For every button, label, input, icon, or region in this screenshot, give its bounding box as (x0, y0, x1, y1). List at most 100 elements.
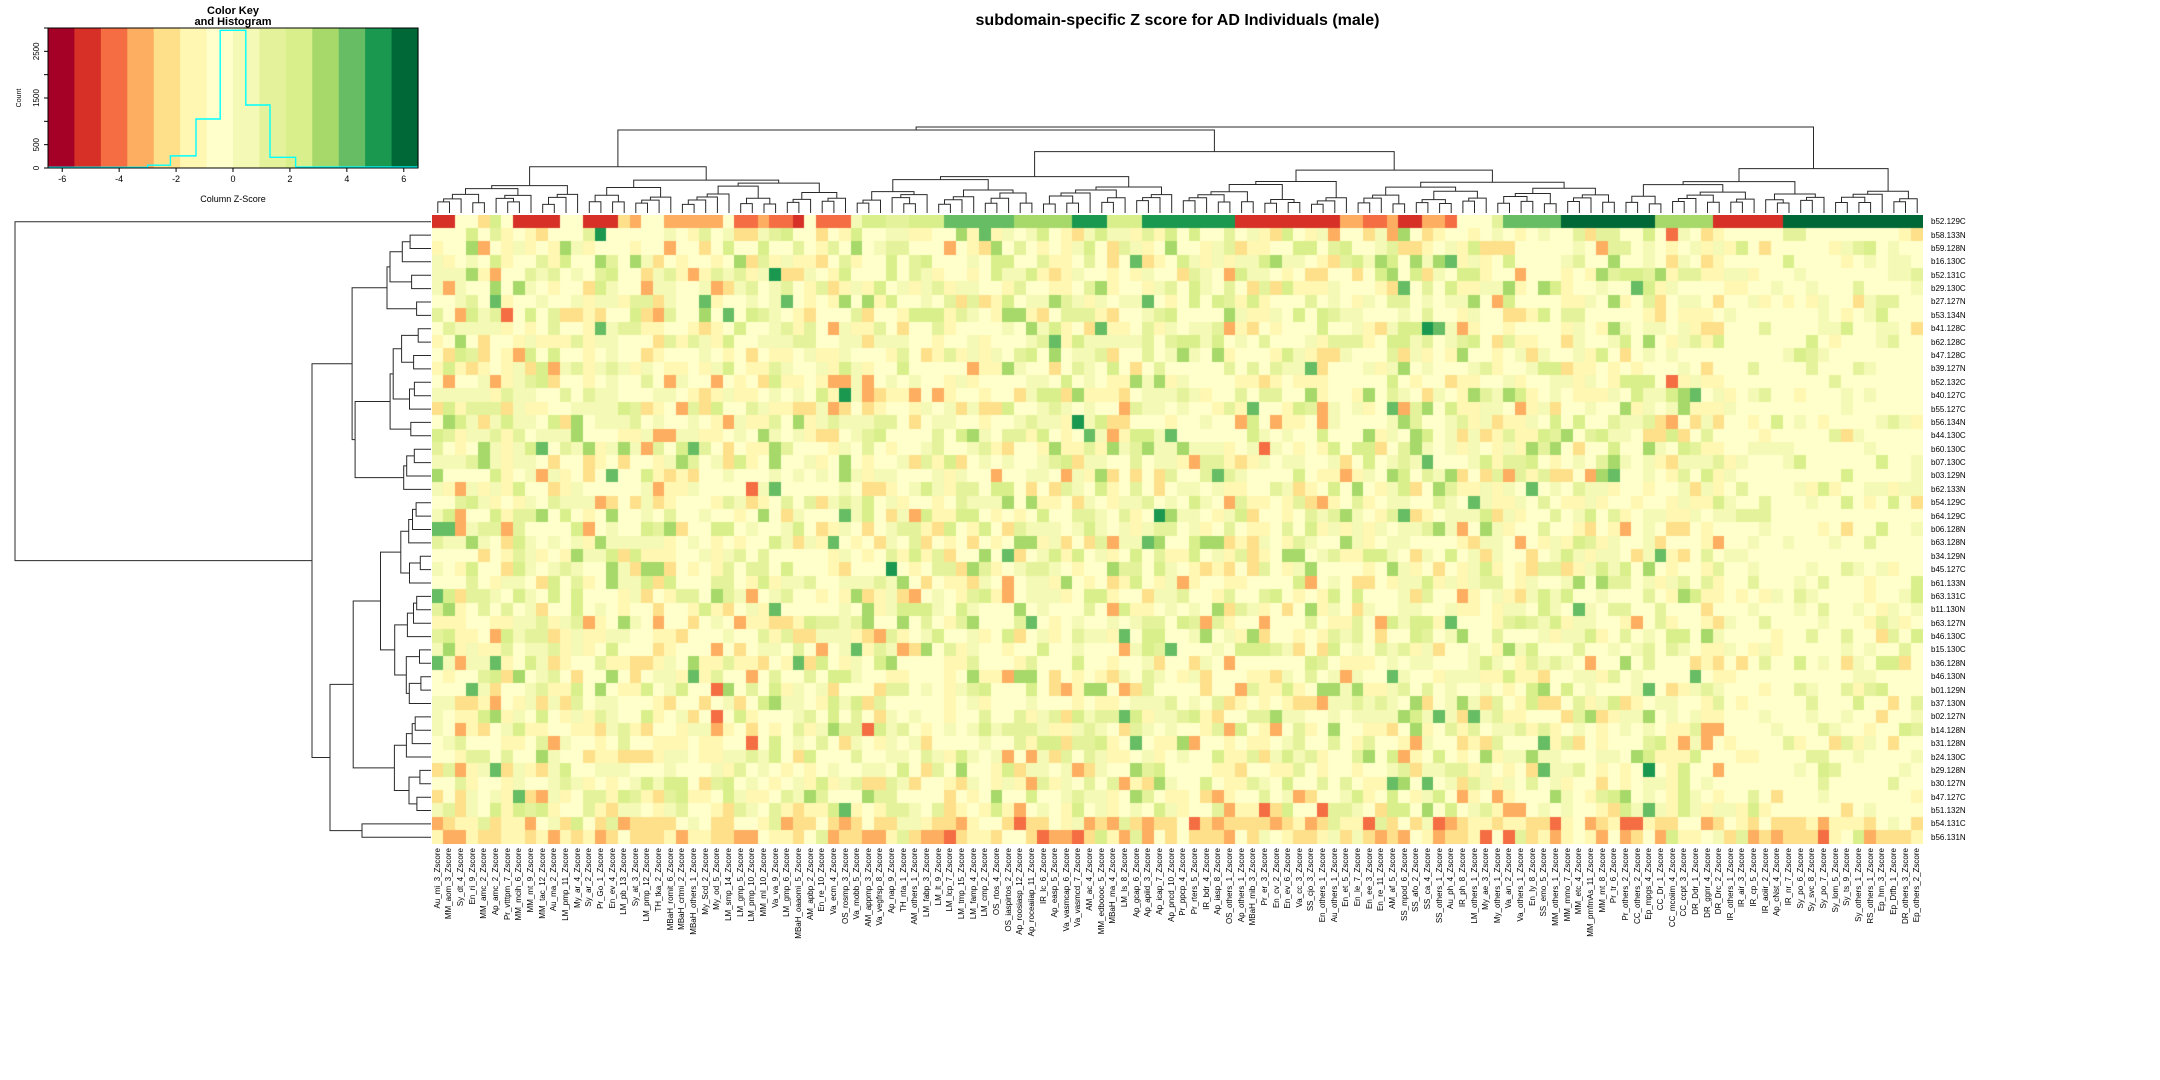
col-label: Sy_ar_2_Zscore (584, 848, 594, 952)
row-label: b54.129C (1931, 498, 1966, 507)
col-label: MM_aom_3_Zscore (444, 848, 454, 952)
row-label: b15.130C (1931, 645, 1966, 654)
row-label: b27.127N (1931, 297, 1966, 306)
col-label: Au_ph_4_Zscore (1446, 848, 1456, 952)
row-label: b52.132C (1931, 378, 1966, 387)
col-label: IR_nr_7_Zscore (1784, 848, 1794, 952)
row-label: b54.131C (1931, 819, 1966, 828)
col-label: En_re_10_Zscore (817, 848, 827, 952)
col-label: Va_mobb_5_Zscore (852, 848, 862, 952)
col-label: Va_vasmcd_7_Zscore (1073, 848, 1083, 952)
col-label: MM_edboooc_5_Zscore (1097, 848, 1107, 952)
col-label: En_ri_9_Zscore (468, 848, 478, 952)
col-label: IR_others_1_Zscore (1726, 848, 1736, 952)
row-label: b03.129N (1931, 471, 1966, 480)
col-label: En_others_1_Zscore (1318, 848, 1328, 952)
col-label: Ap_roceaiiap_11_Zscore (1027, 848, 1037, 952)
col-label: Ap_apiid_3_Zscore (1143, 848, 1153, 952)
row-label: b29.128N (1931, 766, 1966, 775)
col-label: TH_nta_1_Zscore (899, 848, 909, 952)
col-label: MBaH_romit_6_Zscore (666, 848, 676, 952)
col-label: Ap_iasp_8_Zscore (1213, 848, 1223, 952)
row-label: b30.127N (1931, 779, 1966, 788)
col-label: En_le_7_Zscore (1353, 848, 1363, 952)
col-label: CC_Dr_1_Zscore (1656, 848, 1666, 952)
col-label: Va_an_2_Zscore (1504, 848, 1514, 952)
col-label: SS_others_1_Zscore (1435, 848, 1445, 952)
col-label: Sy_others_1_Zscore (1854, 848, 1864, 952)
col-label: Ap_gcap_6_Zscore (1132, 848, 1142, 952)
col-label: My_ar_4_Zscore (573, 848, 583, 952)
col-label: Au_mi_3_Zscore (433, 848, 443, 952)
col-label: SS_emo_5_Zscore (1539, 848, 1549, 952)
row-label: b46.130N (1931, 672, 1966, 681)
col-label: MM_others_1_Zscore (1551, 848, 1561, 952)
heatmap-grid (432, 215, 1923, 844)
row-label: b56.131N (1931, 833, 1966, 842)
col-label: OS_others_1_Zscore (1225, 848, 1235, 952)
row-label: b63.127N (1931, 619, 1966, 628)
col-label: MM_mcih_6_Zscore (514, 848, 524, 952)
row-label: b53.134N (1931, 311, 1966, 320)
row-label: b61.133N (1931, 579, 1966, 588)
col-label: En_ev_4_Zscore (608, 848, 618, 952)
row-label: b37.130N (1931, 699, 1966, 708)
col-label: SS_ca_4_Zscore (1423, 848, 1433, 952)
col-label: DR_others_3_Zscore (1901, 848, 1911, 952)
col-label: Sy_at_3_Zscore (631, 848, 641, 952)
col-label: CC_ccpt_3_Zscore (1679, 848, 1689, 952)
col-label: LM_tmp_15_Zscore (957, 848, 967, 952)
col-label: LM_pmp_10_Zscore (747, 848, 757, 952)
col-label: Sy_ts_9_Zscore (1842, 848, 1852, 952)
col-label: Ap_pncd_10_Zscore (1167, 848, 1177, 952)
col-label: Pr_others_2_Zscore (1621, 848, 1631, 952)
col-label: OS_iaspirtos_2_Zscore (1004, 848, 1014, 952)
col-label: MM_mt_9_Zscore (526, 848, 536, 952)
col-label: En_et_5_Zscore (1341, 848, 1351, 952)
col-label: My_others_1_Zscore (1493, 848, 1503, 952)
col-label: RS_others_1_Zscore (1866, 848, 1876, 952)
col-label: LM_fabp_3_Zscore (922, 848, 932, 952)
row-label: b29.130C (1931, 284, 1966, 293)
row-label: b46.130C (1931, 632, 1966, 641)
col-label: Pr_Go_1_Zscore (596, 848, 606, 952)
row-label: b45.127C (1931, 565, 1966, 574)
col-label: MM_mmo_7_Zscore (1563, 848, 1573, 952)
col-label: My_od_5_Zscore (712, 848, 722, 952)
row-label: b16.130C (1931, 257, 1966, 266)
col-label: AM_apbp_2_Zscore (806, 848, 816, 952)
col-label: SS_cjo_3_Zscore (1306, 848, 1316, 952)
col-label: Sy_po_7_Zscore (1819, 848, 1829, 952)
col-label: TH_tka_2_Zscore (654, 848, 664, 952)
col-label: Pr_ppcp_4_Zscore (1178, 848, 1188, 952)
col-label: Sy_po_6_Zscore (1796, 848, 1806, 952)
col-label: LM_ls_8_Zscore (1120, 848, 1130, 952)
row-label: b11.130N (1931, 605, 1965, 614)
col-label: Ap_amc_2_Zscore (491, 848, 501, 952)
col-label: En_ev_6_Zscore (1283, 848, 1293, 952)
row-label: b39.127N (1931, 364, 1966, 373)
row-dendrogram-branches (15, 222, 431, 838)
col-label: Va_ecm_4_Zscore (829, 848, 839, 952)
row-label: b60.130C (1931, 445, 1966, 454)
col-label: Pr_rters_5_Zscore (1190, 848, 1200, 952)
col-label: DR_Ddr_1_Zscore (1691, 848, 1701, 952)
col-label: AM_ac_4_Zscore (1085, 848, 1095, 952)
col-label: Ap_icap_7_Zscore (1155, 848, 1165, 952)
row-label: b06.128N (1931, 525, 1966, 534)
col-label: OS_rosmp_3_Zscore (841, 848, 851, 952)
col-label: LM_others_1_Zscore (1470, 848, 1480, 952)
col-label: Sy_lom_5_Zscore (1831, 848, 1841, 952)
col-label: Ap_roosiasp_12_Zscore (1015, 848, 1025, 952)
row-label: b55.127C (1931, 405, 1966, 414)
col-label: IR_aoiir_2_Zscore (1761, 848, 1771, 952)
row-label: b52.131C (1931, 271, 1966, 280)
col-label: Ap_cNst_4_Zscore (1772, 848, 1782, 952)
col-label: AM_others_1_Zscore (910, 848, 920, 952)
col-label: Va_vasmcap_6_Zscore (1062, 848, 1072, 952)
col-label: Ep_others_2_Zscore (1912, 848, 1922, 952)
row-label: b47.128C (1931, 351, 1966, 360)
col-label: CC_mcoiim_4_Zscore (1668, 848, 1678, 952)
col-label: MM_pmfmAs_11_Zscore (1586, 848, 1596, 952)
col-label: MM_etc_4_Zscore (1574, 848, 1584, 952)
